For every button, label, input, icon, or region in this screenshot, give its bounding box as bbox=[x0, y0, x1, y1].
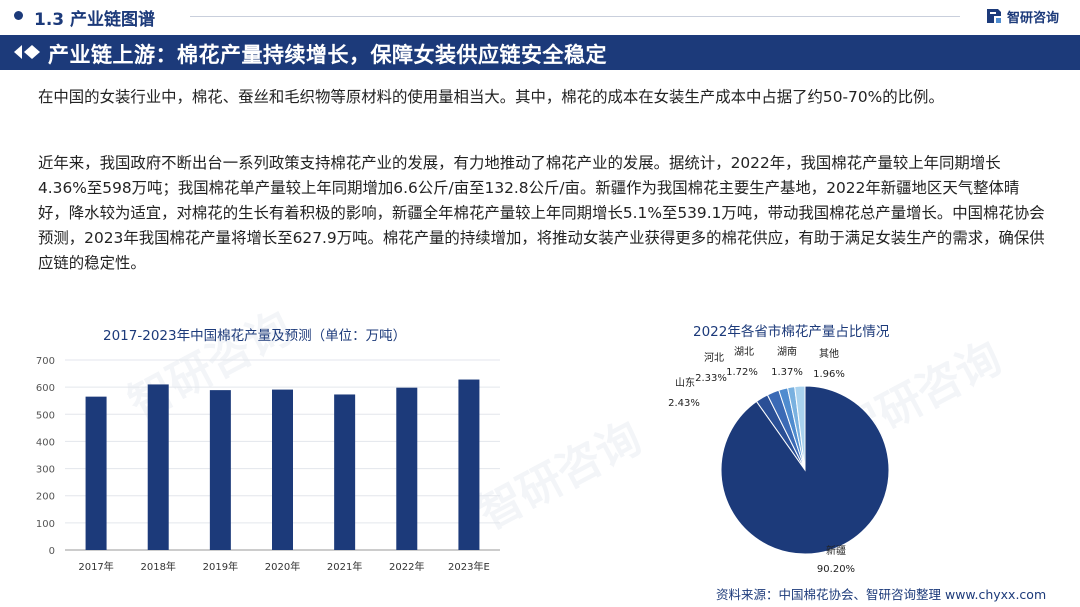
bullet-dot-icon bbox=[14, 11, 23, 20]
x-tick-label: 2021年 bbox=[327, 560, 362, 573]
y-tick-label: 0 bbox=[49, 546, 55, 557]
pie-chart: 新疆 90.20% 山东 2.43% 河北 2.33% 湖北 1.72% 湖南 1.37% 其他 1.… bbox=[668, 345, 890, 575]
pie-label-value: 2.43% bbox=[668, 398, 700, 409]
bar bbox=[272, 389, 293, 550]
pie-label-name: 山东 bbox=[675, 376, 695, 389]
pie-label-value: 1.96% bbox=[813, 369, 845, 380]
bar bbox=[458, 379, 480, 550]
source-note: 资料来源：中国棉花协会、智研咨询整理 www.chyxx.com bbox=[716, 587, 1047, 602]
pie-label-name: 湖南 bbox=[777, 345, 797, 358]
header-divider bbox=[190, 16, 960, 17]
bar bbox=[396, 387, 418, 550]
diamond-arrows-icon bbox=[14, 45, 40, 59]
y-tick-label: 700 bbox=[36, 356, 55, 367]
y-tick-label: 300 bbox=[36, 465, 55, 476]
x-tick-label: 2020年 bbox=[265, 560, 300, 573]
pie-label-name: 其他 bbox=[819, 347, 839, 360]
bar bbox=[147, 384, 169, 550]
bar bbox=[334, 394, 356, 550]
pie-label-value: 2.33% bbox=[695, 373, 727, 384]
y-tick-label: 400 bbox=[36, 437, 55, 448]
x-tick-label: 2023年E bbox=[448, 560, 490, 573]
pie-label-value: 1.37% bbox=[771, 367, 803, 378]
bar bbox=[85, 396, 107, 550]
intro-paragraph: 在中国的女装行业中，棉花、蚕丝和毛织物等原材料的使用量相当大。其中，棉花的成本在… bbox=[38, 88, 944, 106]
pie-label-name: 河北 bbox=[704, 352, 724, 364]
pie-label-name: 湖北 bbox=[734, 346, 754, 358]
y-tick-label: 200 bbox=[36, 492, 55, 503]
y-tick-label: 600 bbox=[36, 383, 55, 394]
bar bbox=[209, 390, 231, 550]
page-title: 产业链上游：棉花产量持续增长，保障女装供应链安全稳定 bbox=[48, 43, 607, 67]
logo-text: 智研咨询 bbox=[1007, 10, 1060, 26]
x-tick-label: 2019年 bbox=[203, 560, 238, 573]
pie-label-name: 新疆 bbox=[826, 544, 846, 557]
section-title: 1.3 产业链图谱 bbox=[34, 10, 156, 30]
pie-chart-title: 2022年各省市棉花产量占比情况 bbox=[693, 324, 890, 340]
x-tick-label: 2017年 bbox=[78, 560, 113, 573]
body-paragraph: 近年来，我国政府不断出台一系列政策支持棉花产业的发展，有力地推动了棉花产业的发展… bbox=[38, 154, 1045, 272]
x-tick-label: 2022年 bbox=[389, 560, 424, 573]
x-tick-label: 2018年 bbox=[140, 560, 175, 573]
pie-slice bbox=[720, 385, 890, 555]
top-bar: 1.3 产业链图谱 智研咨询 bbox=[0, 0, 1080, 32]
pie-label-value: 90.20% bbox=[817, 564, 855, 575]
logo-mark-icon bbox=[987, 9, 1001, 23]
y-tick-label: 100 bbox=[36, 519, 55, 530]
bar-chart: 0 100 200 300 400 500 600 700 2017年 2018年 2019年 202… bbox=[36, 356, 500, 573]
pie-label-value: 1.72% bbox=[726, 367, 758, 378]
bar-chart-title: 2017-2023年中国棉花产量及预测（单位：万吨） bbox=[103, 328, 407, 344]
y-tick-label: 500 bbox=[36, 410, 55, 421]
title-banner: 产业链上游：棉花产量持续增长，保障女装供应链安全稳定 bbox=[0, 35, 1080, 70]
brand-logo: 智研咨询 bbox=[985, 6, 1059, 26]
